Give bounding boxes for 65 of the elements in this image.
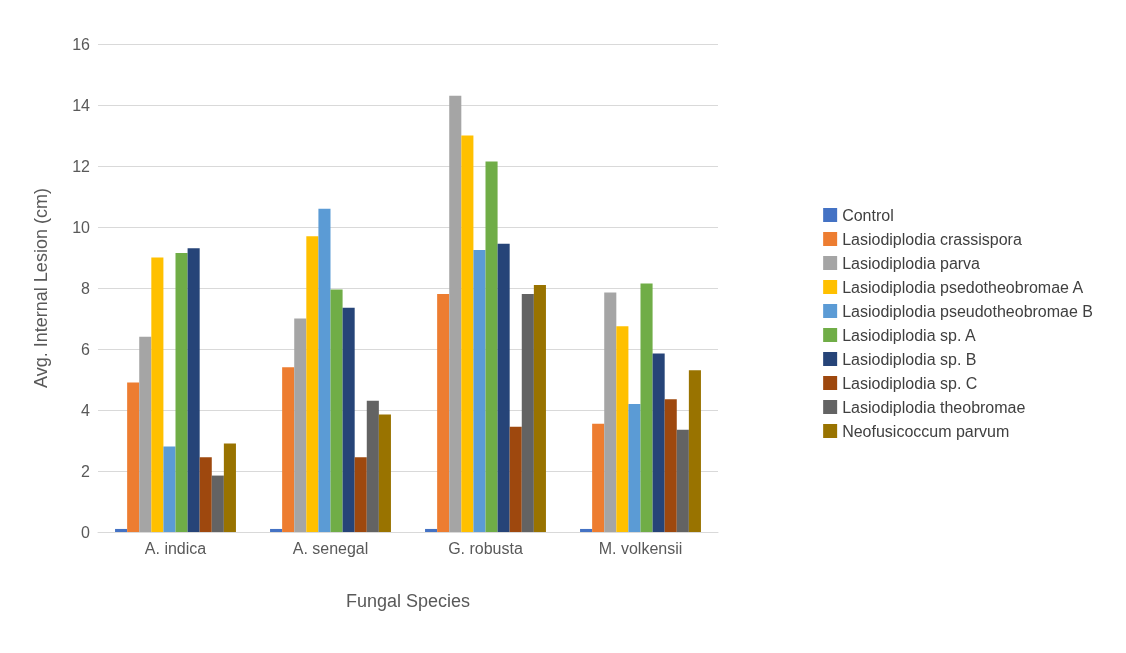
bar: [115, 528, 128, 532]
legend-label: Neofusicoccum parvum: [842, 422, 1010, 440]
legend-label: Lasiodiplodia pseudotheobromae B: [842, 302, 1094, 320]
bar: [497, 243, 510, 532]
bar: [521, 294, 534, 532]
bar: [580, 528, 593, 532]
y-tick-label: 10: [72, 218, 91, 236]
bar: [616, 326, 629, 532]
bar: [354, 457, 367, 532]
bar: [330, 289, 343, 532]
bar: [688, 370, 701, 532]
bar: [342, 307, 355, 532]
y-axis-title: Avg. Internal Lesion (cm): [31, 188, 51, 388]
bar: [366, 400, 379, 532]
y-tick-label: 12: [72, 157, 91, 175]
bar: [378, 414, 391, 532]
bar: [151, 257, 164, 532]
bar: [652, 353, 665, 532]
legend-label: Lasiodiplodia crassispora: [842, 230, 1022, 248]
legend-label: Lasiodiplodia sp. B: [842, 350, 977, 368]
x-tick-label: A. senegal: [292, 539, 369, 557]
legend-label: Lasiodiplodia sp. A: [842, 326, 976, 344]
bar: [270, 528, 283, 532]
x-tick-label: G. robusta: [448, 539, 523, 557]
bar: [449, 95, 462, 532]
bar: [604, 292, 617, 532]
bar: [437, 294, 450, 532]
bar: [664, 399, 677, 532]
bar: [294, 318, 307, 532]
y-tick-label: 2: [81, 462, 91, 480]
bar: [509, 426, 522, 532]
bar: [223, 443, 236, 532]
bar: [163, 446, 176, 532]
y-tick-label: 6: [81, 340, 91, 358]
x-tick-label: A. indica: [144, 539, 207, 557]
legend-label: Lasiodiplodia parva: [842, 254, 981, 272]
y-tick-label: 8: [81, 279, 91, 297]
bar: [187, 248, 200, 532]
x-tick-label: M. volkensii: [598, 539, 683, 557]
legend-label: Lasiodiplodia psedotheobromae A: [842, 278, 1084, 296]
legend-label: Control: [842, 206, 894, 224]
bar: [628, 403, 641, 532]
bar: [533, 284, 546, 532]
legend-label: Lasiodiplodia theobromae: [842, 398, 1026, 416]
bar: [282, 367, 295, 532]
legend-label: Lasiodiplodia sp. C: [842, 374, 978, 392]
bar: [211, 475, 224, 532]
y-tick-label: 0: [81, 523, 91, 541]
bar: [485, 161, 498, 532]
y-tick-label: 14: [72, 96, 91, 114]
bar: [640, 283, 653, 532]
bar: [676, 429, 689, 532]
x-axis-title: Fungal Species: [345, 591, 471, 611]
bar: [127, 382, 140, 532]
bar: [425, 528, 438, 532]
bar: [306, 236, 319, 532]
y-tick-label: 16: [72, 35, 91, 53]
bar: [473, 249, 486, 532]
bar: [139, 336, 152, 532]
bar: [199, 457, 212, 532]
bar: [461, 135, 474, 532]
y-tick-label: 4: [81, 401, 91, 419]
bar: [318, 208, 331, 532]
bar: [592, 423, 605, 532]
bar: [175, 252, 188, 532]
